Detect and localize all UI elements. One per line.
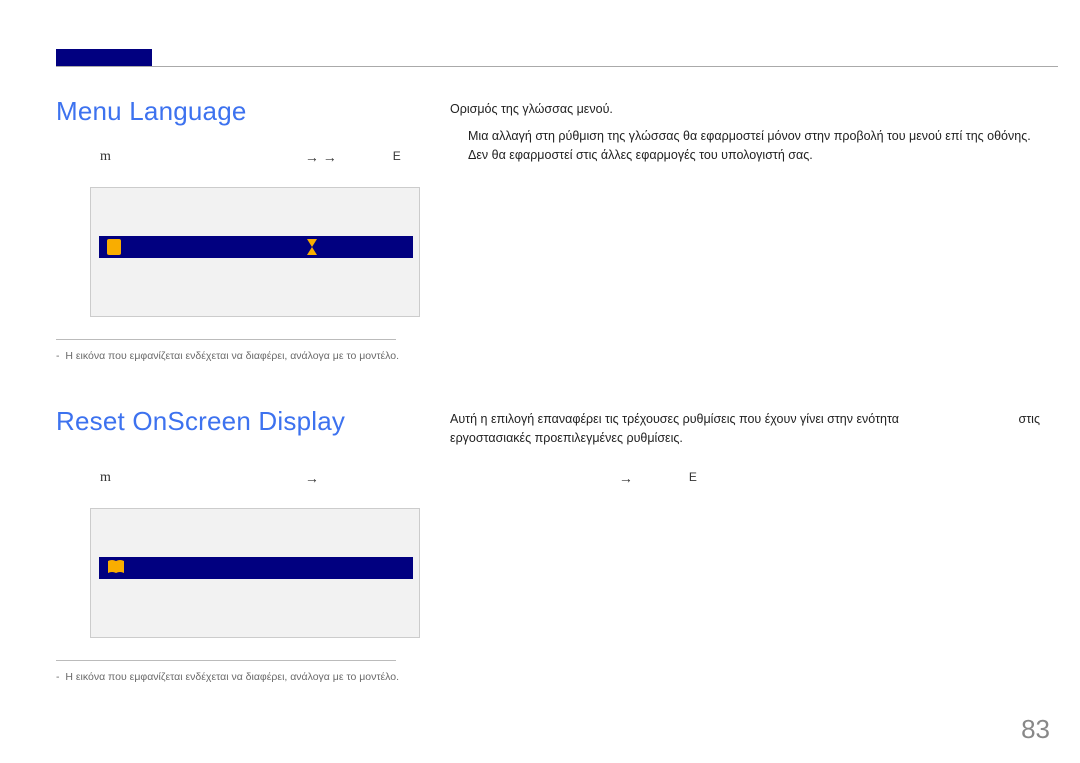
menu-panel-1	[90, 187, 420, 317]
menu-highlight-bar	[99, 236, 413, 258]
book-icon	[107, 559, 125, 580]
desc-body-1: Μια αλλαγή στη ρύθμιση της γλώσσας θα εφ…	[450, 127, 1040, 165]
nav-enter: E	[393, 149, 401, 165]
nav-arrows: → →	[305, 149, 337, 165]
desc-heading-1: Ορισμός της γλώσσας μενού.	[450, 100, 1040, 119]
nav-path-2: m → → E	[56, 470, 1040, 486]
section-title-reset-osd: Reset OnScreen Display	[56, 406, 450, 437]
nav-enter-2: E	[689, 470, 697, 486]
disclaimer-2: - Η εικόνα που εμφανίζεται ενδέχεται να …	[56, 671, 1040, 683]
section-title-menu-language: Menu Language	[56, 96, 450, 127]
section-menu-language: Menu Language m → → E - Η εικόνα που εμφ…	[56, 96, 1040, 362]
folder-icon	[107, 239, 121, 255]
desc-line1-tail: στις	[1019, 410, 1040, 429]
desc-line1: Αυτή η επιλογή επαναφέρει τις τρέχουσες …	[450, 410, 899, 429]
menu-glyph-2: m	[100, 470, 111, 486]
disclaimer-rule-1	[56, 339, 396, 340]
section-reset-osd: Reset OnScreen Display Αυτή η επιλογή επ…	[56, 406, 1040, 683]
header-accent-bar	[56, 49, 152, 66]
disclaimer-rule-2	[56, 660, 396, 661]
header-rule	[56, 66, 1058, 67]
nav-arrow-a: →	[305, 470, 319, 486]
disclaimer-1: - Η εικόνα που εμφανίζεται ενδέχεται να …	[56, 350, 450, 362]
menu-glyph: m	[100, 149, 111, 165]
page-number: 83	[1021, 714, 1050, 745]
nav-path-1: m → → E	[56, 149, 450, 165]
hourglass-icon	[306, 238, 318, 256]
menu-panel-2	[90, 508, 420, 638]
nav-arrow-b: →	[619, 470, 633, 486]
desc-line2: εργοστασιακές προεπιλεγμένες ρυθμίσεις.	[450, 429, 1040, 448]
menu-highlight-bar-2	[99, 557, 413, 579]
